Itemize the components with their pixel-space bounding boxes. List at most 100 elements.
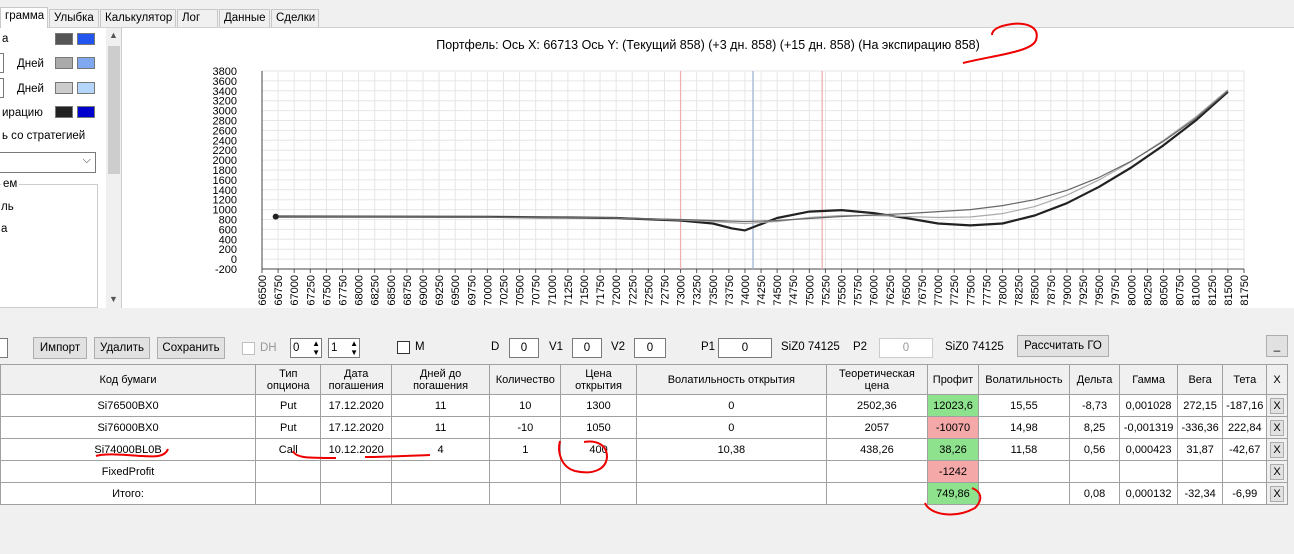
- scroll-thumb[interactable]: [108, 46, 120, 174]
- group-item-1[interactable]: ль: [1, 201, 14, 213]
- table-row[interactable]: Si74000BL0B Call 10.12.2020 4 1 400 10,38 438,2…: [0, 438, 1288, 461]
- table-cell[interactable]: 15,55: [978, 394, 1070, 417]
- table-cell[interactable]: 11: [390, 394, 491, 417]
- strategy-checkbox-label[interactable]: ь со стратегией: [2, 130, 86, 142]
- table-cell[interactable]: [560, 482, 637, 505]
- scroll-up-icon[interactable]: ▲: [109, 30, 118, 40]
- panel-scrollbar[interactable]: ▲ ▼: [106, 28, 121, 308]
- table-cell[interactable]: [489, 460, 562, 483]
- table-cell[interactable]: [635, 482, 827, 505]
- table-cell[interactable]: Si76000BX0: [0, 416, 257, 439]
- table-cell[interactable]: 0,08: [1068, 482, 1121, 505]
- color-swatch-days2-1[interactable]: [55, 82, 73, 94]
- table-cell[interactable]: 2057: [825, 416, 928, 439]
- dh-checkbox[interactable]: [242, 342, 255, 355]
- table-cell[interactable]: 17.12.2020: [320, 416, 392, 439]
- table-cell[interactable]: [978, 482, 1070, 505]
- column-header[interactable]: Волатильность открытия: [635, 364, 827, 395]
- table-cell[interactable]: 12023,6: [926, 394, 980, 417]
- table-cell[interactable]: Итого:: [0, 482, 257, 505]
- table-cell[interactable]: 38,26: [926, 438, 980, 461]
- table-cell[interactable]: 400: [560, 438, 637, 461]
- table-cell[interactable]: 2502,36: [825, 394, 928, 417]
- remove-row-button[interactable]: X: [1270, 397, 1285, 414]
- table-cell[interactable]: -0,001319: [1119, 416, 1178, 439]
- v2-input[interactable]: 0: [634, 338, 666, 358]
- m-checkbox[interactable]: [397, 341, 410, 354]
- stepper-arrows-icon[interactable]: ▲ ▼: [350, 339, 358, 357]
- column-header[interactable]: Дельта: [1068, 364, 1121, 395]
- tab-smile[interactable]: Улыбка: [49, 9, 99, 28]
- table-cell[interactable]: -8,73: [1068, 394, 1121, 417]
- table-cell[interactable]: Si76500BX0: [0, 394, 257, 417]
- table-cell[interactable]: -32,34: [1176, 482, 1224, 505]
- table-cell[interactable]: 438,26: [825, 438, 928, 461]
- days-input-2[interactable]: [0, 78, 4, 98]
- remove-row-cell[interactable]: X: [1266, 460, 1288, 483]
- table-cell[interactable]: [1119, 460, 1178, 483]
- remove-row-button[interactable]: X: [1270, 463, 1285, 480]
- column-header[interactable]: Дней до погашения: [390, 364, 491, 395]
- color-swatch-current-2[interactable]: [77, 33, 95, 45]
- remove-row-cell[interactable]: X: [1266, 416, 1288, 439]
- table-row[interactable]: Si76000BX0 Put 17.12.2020 11 -10 1050 0 2057 -10…: [0, 416, 1288, 439]
- table-cell[interactable]: -10070: [926, 416, 980, 439]
- tab-data[interactable]: Данные: [219, 9, 270, 28]
- table-cell[interactable]: 1: [489, 438, 562, 461]
- remove-row-button[interactable]: X: [1270, 441, 1285, 458]
- table-cell[interactable]: 4: [390, 438, 491, 461]
- table-cell[interactable]: Si74000BL0B: [0, 438, 257, 461]
- table-cell[interactable]: 0,56: [1068, 438, 1121, 461]
- column-header[interactable]: Волатильность: [978, 364, 1070, 395]
- days-input-1[interactable]: [0, 53, 4, 73]
- table-cell[interactable]: 749,86: [926, 482, 980, 505]
- p1-input[interactable]: 0: [718, 338, 772, 358]
- table-cell[interactable]: [1068, 460, 1121, 483]
- color-swatch-days2-2[interactable]: [77, 82, 95, 94]
- table-cell[interactable]: 8,25: [1068, 416, 1121, 439]
- table-cell[interactable]: 11,58: [978, 438, 1070, 461]
- table-cell[interactable]: 0,001028: [1119, 394, 1178, 417]
- column-header[interactable]: Вега: [1176, 364, 1224, 395]
- scroll-down-icon[interactable]: ▼: [109, 294, 118, 304]
- color-swatch-exp-2[interactable]: [77, 106, 95, 118]
- column-header[interactable]: Профит: [926, 364, 980, 395]
- table-cell[interactable]: [635, 460, 827, 483]
- column-header[interactable]: Тета: [1222, 364, 1268, 395]
- table-cell[interactable]: 0,000423: [1119, 438, 1178, 461]
- portfolio-select[interactable]: [0, 338, 8, 358]
- table-cell[interactable]: [825, 460, 928, 483]
- tab-trades[interactable]: Сделки: [271, 9, 319, 28]
- table-row[interactable]: FixedProfit -1242 X: [0, 460, 1288, 483]
- table-cell[interactable]: [320, 460, 392, 483]
- dh-stepper-2[interactable]: 1 ▲ ▼: [328, 338, 360, 358]
- table-cell[interactable]: 17.12.2020: [320, 394, 392, 417]
- table-cell[interactable]: FixedProfit: [0, 460, 257, 483]
- table-cell[interactable]: 10,38: [635, 438, 827, 461]
- table-cell[interactable]: -187,16: [1222, 394, 1268, 417]
- column-header[interactable]: Теоретическая цена: [825, 364, 928, 395]
- table-cell[interactable]: -6,99: [1222, 482, 1268, 505]
- column-header[interactable]: Дата погашения: [320, 364, 392, 395]
- delete-button[interactable]: Удалить: [94, 337, 150, 359]
- color-swatch-days1-1[interactable]: [55, 57, 73, 69]
- table-cell[interactable]: [489, 482, 562, 505]
- d-input[interactable]: 0: [509, 338, 539, 358]
- table-cell[interactable]: Put: [255, 394, 322, 417]
- group-item-2[interactable]: а: [1, 223, 8, 235]
- table-cell[interactable]: [1222, 460, 1268, 483]
- table-cell[interactable]: 1050: [560, 416, 637, 439]
- remove-row-button[interactable]: X: [1270, 419, 1285, 436]
- save-button[interactable]: Сохранить: [157, 337, 225, 359]
- dh-stepper-1[interactable]: 0 ▲ ▼: [290, 338, 322, 358]
- table-cell[interactable]: 31,87: [1176, 438, 1224, 461]
- tab-log[interactable]: Лог: [177, 9, 218, 28]
- table-cell[interactable]: 0: [635, 416, 827, 439]
- remove-row-cell[interactable]: X: [1266, 438, 1288, 461]
- calculate-go-button[interactable]: Рассчитать ГО: [1017, 335, 1109, 357]
- column-header[interactable]: Тип опциона: [255, 364, 322, 395]
- color-swatch-exp-1[interactable]: [55, 106, 73, 118]
- table-cell[interactable]: [978, 460, 1070, 483]
- table-cell[interactable]: [255, 482, 322, 505]
- table-cell[interactable]: [390, 460, 491, 483]
